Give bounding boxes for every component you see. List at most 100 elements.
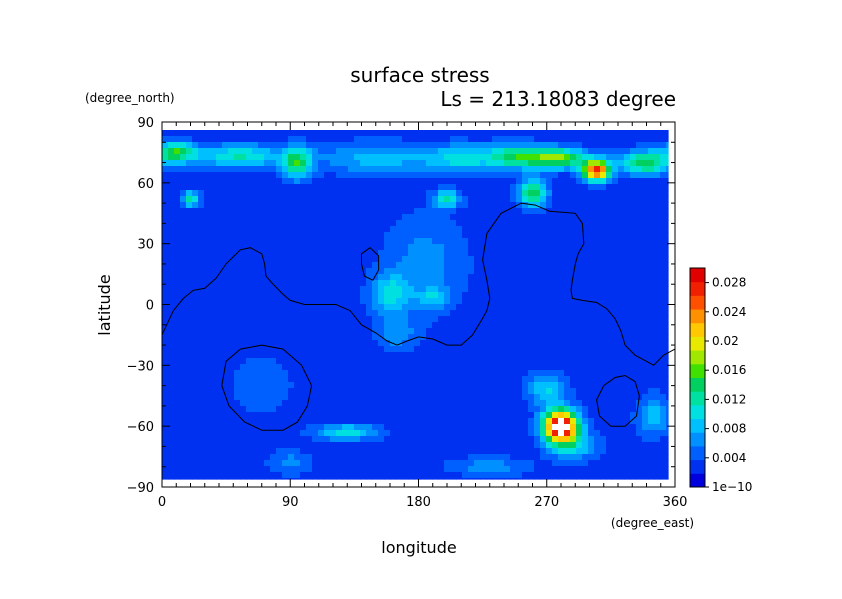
heatmap-cell — [612, 430, 619, 437]
heatmap-cell — [504, 160, 511, 167]
heatmap-cell — [318, 196, 325, 203]
heatmap-cell — [468, 244, 475, 251]
heatmap-cell — [444, 310, 451, 317]
heatmap-cell — [648, 316, 655, 323]
heatmap-cell — [642, 460, 649, 467]
heatmap-cell — [516, 436, 523, 443]
heatmap-cell — [600, 424, 607, 431]
heatmap-cell — [168, 310, 175, 317]
heatmap-cell — [342, 136, 349, 143]
heatmap-cell — [390, 394, 397, 401]
heatmap-cell — [426, 160, 433, 167]
heatmap-cell — [330, 334, 337, 341]
heatmap-cell — [240, 136, 247, 143]
heatmap-cell — [432, 232, 439, 239]
heatmap-cell — [372, 190, 379, 197]
heatmap-cell — [306, 250, 313, 257]
heatmap-cell — [600, 388, 607, 395]
heatmap-cell — [222, 244, 229, 251]
heatmap-cell — [558, 130, 565, 137]
heatmap-cell — [660, 298, 667, 305]
heatmap-cell — [246, 148, 253, 155]
heatmap-cell — [282, 172, 289, 179]
heatmap-cell — [594, 364, 601, 371]
heatmap-cell — [312, 406, 319, 413]
heatmap-cell — [360, 160, 367, 167]
heatmap-cell — [600, 400, 607, 407]
heatmap-cell — [498, 130, 505, 137]
heatmap-cell — [576, 226, 583, 233]
heatmap-cell — [378, 328, 385, 335]
heatmap-cell — [216, 304, 223, 311]
heatmap-cell — [522, 310, 529, 317]
heatmap-cell — [186, 376, 193, 383]
heatmap-cell — [318, 334, 325, 341]
heatmap-cell — [348, 256, 355, 263]
heatmap-cell — [642, 238, 649, 245]
heatmap-cell — [252, 418, 259, 425]
heatmap-cell — [174, 478, 181, 480]
heatmap-cell — [312, 154, 319, 161]
heatmap-cell — [468, 436, 475, 443]
heatmap-cell — [636, 460, 643, 467]
heatmap-cell — [642, 466, 649, 473]
heatmap-cell — [588, 286, 595, 293]
heatmap-cell — [270, 256, 277, 263]
heatmap-cell — [618, 166, 625, 173]
heatmap-cell — [636, 442, 643, 449]
heatmap-cell — [222, 304, 229, 311]
heatmap-cell — [606, 304, 613, 311]
heatmap-cell — [222, 358, 229, 365]
heatmap-cell — [606, 154, 613, 161]
heatmap-cell — [360, 256, 367, 263]
heatmap-cell — [522, 214, 529, 221]
heatmap-cell — [396, 334, 403, 341]
heatmap-cell — [432, 280, 439, 287]
heatmap-cell — [354, 280, 361, 287]
heatmap-cell — [384, 376, 391, 383]
heatmap-cell — [204, 382, 211, 389]
heatmap-cell — [372, 352, 379, 359]
heatmap-cell — [450, 346, 457, 353]
heatmap-cell — [288, 202, 295, 209]
heatmap-cell — [408, 136, 415, 143]
heatmap-cell — [666, 262, 669, 269]
heatmap-cell — [300, 472, 307, 479]
heatmap-cell — [432, 148, 439, 155]
heatmap-cell — [288, 400, 295, 407]
heatmap-cell — [246, 214, 253, 221]
heatmap-cell — [294, 244, 301, 251]
heatmap-cell — [612, 466, 619, 473]
heatmap-cell — [216, 400, 223, 407]
heatmap-cell — [384, 250, 391, 257]
heatmap-cell — [198, 334, 205, 341]
heatmap-cell — [222, 460, 229, 467]
heatmap-cell — [216, 328, 223, 335]
heatmap-cell — [330, 220, 337, 227]
heatmap-cell — [450, 130, 457, 137]
heatmap-cell — [492, 148, 499, 155]
heatmap-cell — [462, 382, 469, 389]
heatmap-cell — [360, 340, 367, 347]
heatmap-cell — [498, 136, 505, 143]
heatmap-cell — [576, 286, 583, 293]
heatmap-cell — [558, 310, 565, 317]
heatmap-cell — [180, 250, 187, 257]
heatmap-cell — [366, 424, 373, 431]
heatmap-cell — [522, 430, 529, 437]
heatmap-cell — [630, 322, 637, 329]
heatmap-cell — [168, 286, 175, 293]
heatmap-cell — [552, 220, 559, 227]
heatmap-cell — [252, 262, 259, 269]
heatmap-cell — [522, 466, 529, 473]
heatmap-cell — [222, 478, 229, 480]
heatmap-cell — [648, 310, 655, 317]
heatmap-cell — [198, 478, 205, 480]
heatmap-cell — [528, 304, 535, 311]
heatmap-cell — [420, 280, 427, 287]
heatmap-cell — [636, 232, 643, 239]
heatmap-cell — [180, 418, 187, 425]
heatmap-cell — [414, 460, 421, 467]
heatmap-cell — [516, 346, 523, 353]
heatmap-cell — [450, 442, 457, 449]
